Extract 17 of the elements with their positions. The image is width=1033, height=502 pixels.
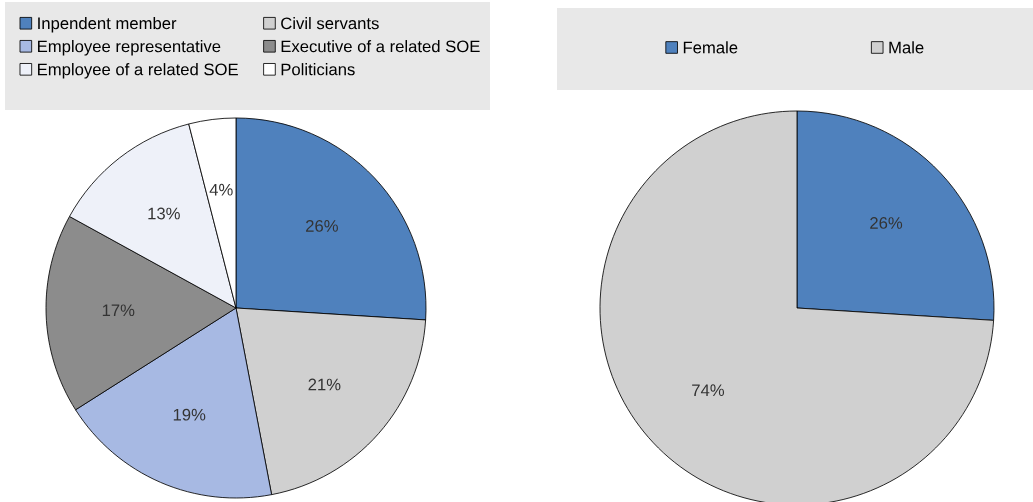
data-label: 4% (209, 183, 233, 196)
legend-label: Female (683, 41, 738, 54)
data-label: 74% (692, 384, 725, 397)
data-label: 17% (102, 304, 135, 317)
pie-slice (599, 110, 995, 502)
data-label: 13% (148, 207, 180, 220)
data-label: 21% (308, 378, 341, 391)
legend-label: Politicians (281, 63, 355, 76)
legend-label: Employee representative (38, 40, 221, 56)
legend-label: Executive of a related SOE (281, 40, 480, 53)
data-label: 19% (173, 408, 206, 421)
legend-label: Inpendent member (38, 17, 177, 33)
legend-label: Male (889, 41, 924, 54)
data-label: 26% (870, 217, 903, 229)
legend-label: Civil servants (281, 17, 379, 30)
legend-label: Employee of a related SOE (38, 63, 238, 79)
data-label: 26% (306, 220, 338, 232)
